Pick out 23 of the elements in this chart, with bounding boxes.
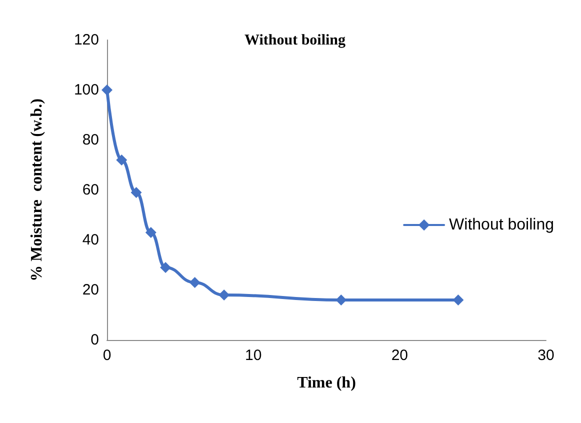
y-tick-label: 40: [82, 232, 99, 248]
point: [116, 154, 128, 166]
y-tick-label: 100: [74, 82, 99, 98]
x-tick-label: 30: [538, 347, 554, 364]
point: [189, 277, 200, 288]
y-tick-label: 80: [82, 132, 99, 148]
chart-title: Without boiling: [244, 32, 346, 48]
point: [130, 187, 142, 198]
y-tick-label: 20: [82, 282, 99, 298]
point: [145, 227, 156, 238]
x-tick-label: 10: [244, 347, 262, 364]
y-tick-label: 120: [74, 32, 99, 48]
y-axis-title: % Moisture content (w.b.): [28, 98, 46, 282]
y-tick-label: 0: [90, 332, 99, 348]
point: [160, 262, 172, 273]
legend-label: Without boiling: [449, 216, 554, 234]
point: [452, 294, 464, 306]
x-axis-title: Time (h): [297, 374, 356, 392]
x-tick-label: 20: [391, 347, 408, 364]
y-tick-label: 60: [82, 182, 99, 198]
point: [102, 84, 112, 96]
point: [218, 290, 230, 300]
x-tick-label: 0: [102, 347, 112, 364]
